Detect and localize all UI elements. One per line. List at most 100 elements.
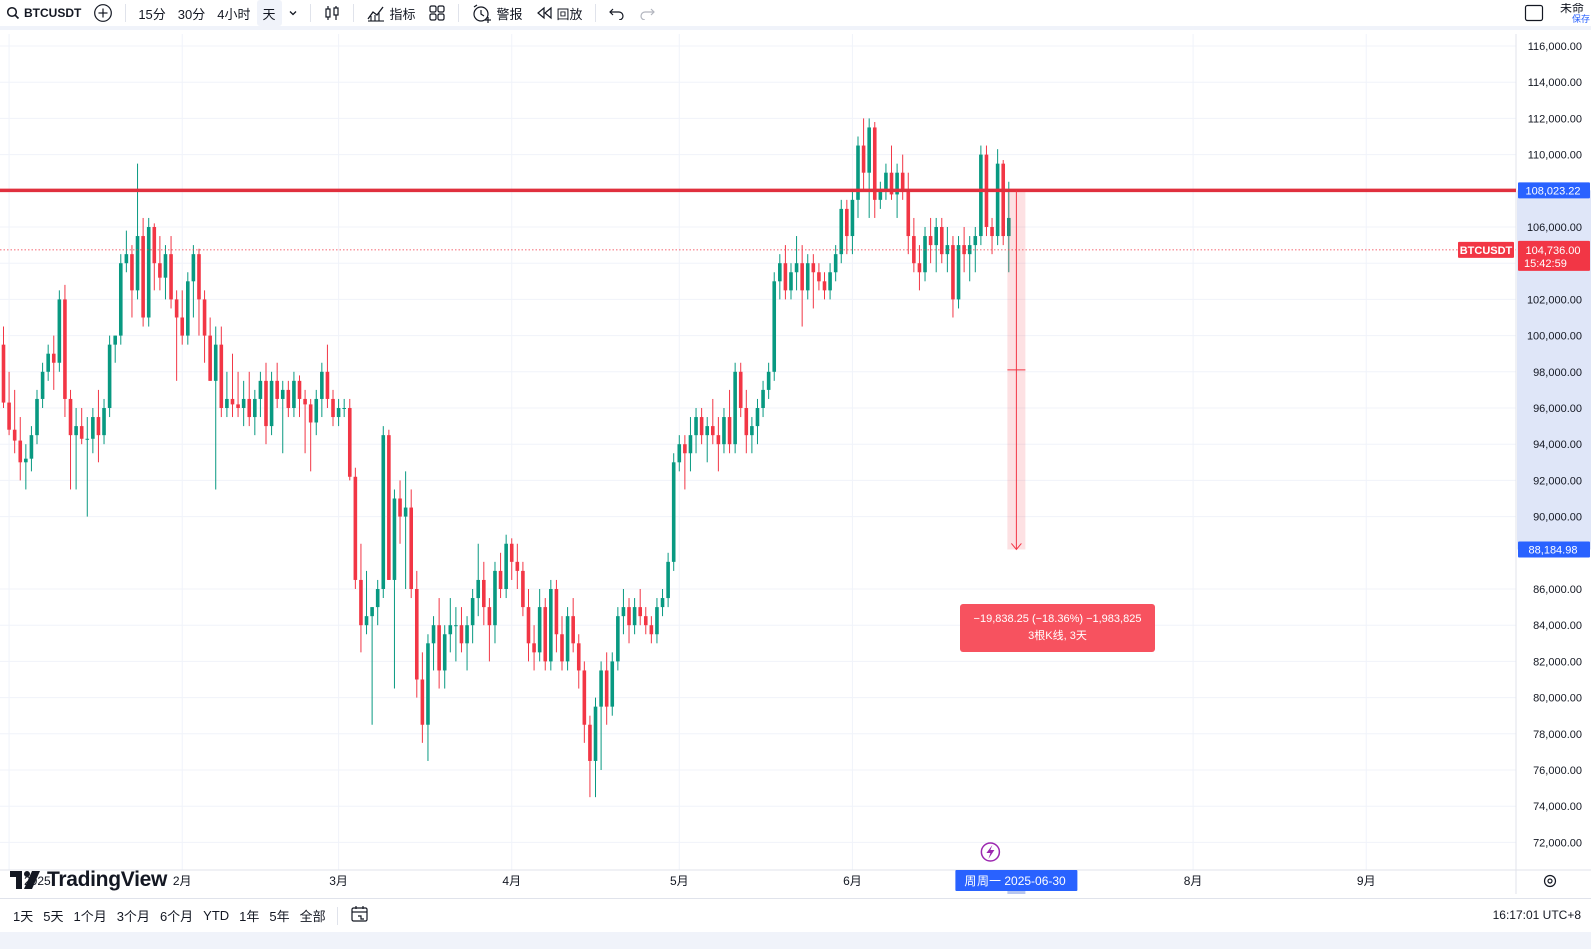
range-3m[interactable]: 3个月 <box>116 909 150 924</box>
interval-15m[interactable]: 15分 <box>132 0 171 26</box>
candle-body <box>46 353 50 372</box>
range-ytd[interactable]: YTD <box>203 908 230 923</box>
candle-body <box>96 417 101 436</box>
candle-body <box>750 426 754 436</box>
candle-body <box>845 208 849 237</box>
candle-body <box>280 389 285 399</box>
candle-body <box>146 227 151 318</box>
separator <box>457 4 459 22</box>
alerts-label: 警报 <box>496 6 523 22</box>
interval-4h[interactable]: 4小时 <box>211 0 256 26</box>
resistance-price-label: 108,023.22 <box>1525 185 1580 197</box>
calendar-icon <box>351 906 368 922</box>
price-tick-label: 78,000.00 <box>1533 729 1582 741</box>
time-tick-label: 5月 <box>670 874 689 888</box>
range-5y[interactable]: 5年 <box>269 909 290 924</box>
range-5d[interactable]: 5天 <box>43 909 64 924</box>
interval-30m[interactable]: 30分 <box>172 0 211 26</box>
candle-body <box>588 724 592 761</box>
lightning-icon <box>986 845 995 859</box>
candle-body <box>487 607 492 626</box>
range-1d[interactable]: 1天 <box>13 909 34 924</box>
candle-body <box>414 589 419 680</box>
candle-body <box>979 154 983 237</box>
candle-body <box>688 435 693 454</box>
candle-body <box>124 254 129 264</box>
candle-body <box>320 371 324 399</box>
compare-add-button[interactable] <box>87 0 119 26</box>
candle-body <box>1001 163 1006 237</box>
clock[interactable]: 16:17:01 UTC+8 <box>1492 908 1581 922</box>
candle-body <box>738 371 743 408</box>
candle-body <box>895 172 899 195</box>
candle-body <box>1 344 6 403</box>
resistance-price-badge <box>1518 182 1590 199</box>
candle-body <box>593 706 598 761</box>
price-tick-label: 94,000.00 <box>1533 439 1582 451</box>
candle-body <box>219 344 224 408</box>
layout-name-button[interactable]: 未命 保存 <box>1560 3 1591 25</box>
candle-body <box>459 625 464 644</box>
candle-body <box>403 507 408 517</box>
range-1y[interactable]: 1年 <box>239 909 260 924</box>
time-tick-label: 8月 <box>1184 874 1203 888</box>
candle-body <box>621 607 626 617</box>
candle-body <box>130 254 134 291</box>
candle-body <box>934 227 938 246</box>
chart-pane[interactable]: 116,000.00 114,000.00 112,000.00 110,000.00… <box>0 34 1591 894</box>
price-tick-label: 112,000.00 <box>1528 113 1582 125</box>
candle-body <box>638 607 642 617</box>
redo-button[interactable] <box>632 0 662 26</box>
candle-body <box>241 398 246 408</box>
candle-body <box>554 589 559 635</box>
candle-body <box>928 236 933 246</box>
candle-body <box>733 371 737 445</box>
range-1m[interactable]: 1个月 <box>73 909 107 924</box>
candle-body <box>186 281 190 336</box>
goto-date-button[interactable] <box>344 905 376 926</box>
candle-body <box>426 643 430 725</box>
candle-body <box>727 417 732 445</box>
bar-countdown-label: 15:42:59 <box>1524 258 1567 270</box>
tradingview-logo-icon <box>10 871 40 889</box>
alerts-button[interactable]: 警报 <box>465 0 529 26</box>
candle-body <box>772 281 777 372</box>
candlestick-chart[interactable]: 116,000.00 114,000.00 112,000.00 110,000.00… <box>0 34 1591 894</box>
candle-body <box>744 408 749 436</box>
chart-type-button[interactable] <box>317 0 347 26</box>
candle-body <box>253 398 257 418</box>
candle-body <box>264 380 268 427</box>
candle-body <box>107 344 112 408</box>
candle-body <box>158 263 162 278</box>
alarm-clock-icon <box>472 4 491 23</box>
candle-body <box>543 607 548 662</box>
candle-body <box>856 145 860 200</box>
range-6m[interactable]: 6个月 <box>159 909 194 924</box>
crosshair-date-label: 周一 2025-06-30 <box>977 874 1066 888</box>
measure-bars: 3根K线, 3天 <box>1028 630 1087 642</box>
candle-body <box>867 127 871 173</box>
candle-body <box>761 389 765 408</box>
indicators-button[interactable]: 指标 <box>360 0 422 26</box>
interval-1d[interactable]: 天 <box>256 0 282 26</box>
candle-body <box>878 190 883 200</box>
tradingview-logo: TradingView <box>10 868 167 892</box>
layouts-button[interactable] <box>422 0 452 26</box>
candle-body <box>833 254 838 273</box>
candle-body <box>939 227 944 255</box>
candle-body <box>135 236 140 291</box>
replay-button[interactable]: 回放 <box>529 0 589 26</box>
candle-body <box>442 634 447 671</box>
range-all[interactable]: 全部 <box>299 909 326 924</box>
candle-body <box>828 272 832 291</box>
candle-body <box>297 380 302 399</box>
crosshair-date-badge <box>955 870 1078 891</box>
candle-body <box>498 570 503 589</box>
candle-body <box>884 172 888 191</box>
symbol-search[interactable]: BTCUSDT <box>0 0 87 26</box>
undo-button[interactable] <box>602 0 632 26</box>
candle-body <box>671 462 676 562</box>
interval-dropdown[interactable] <box>282 0 304 26</box>
fullscreen-button[interactable] <box>1518 0 1550 26</box>
candle-body <box>152 227 157 264</box>
